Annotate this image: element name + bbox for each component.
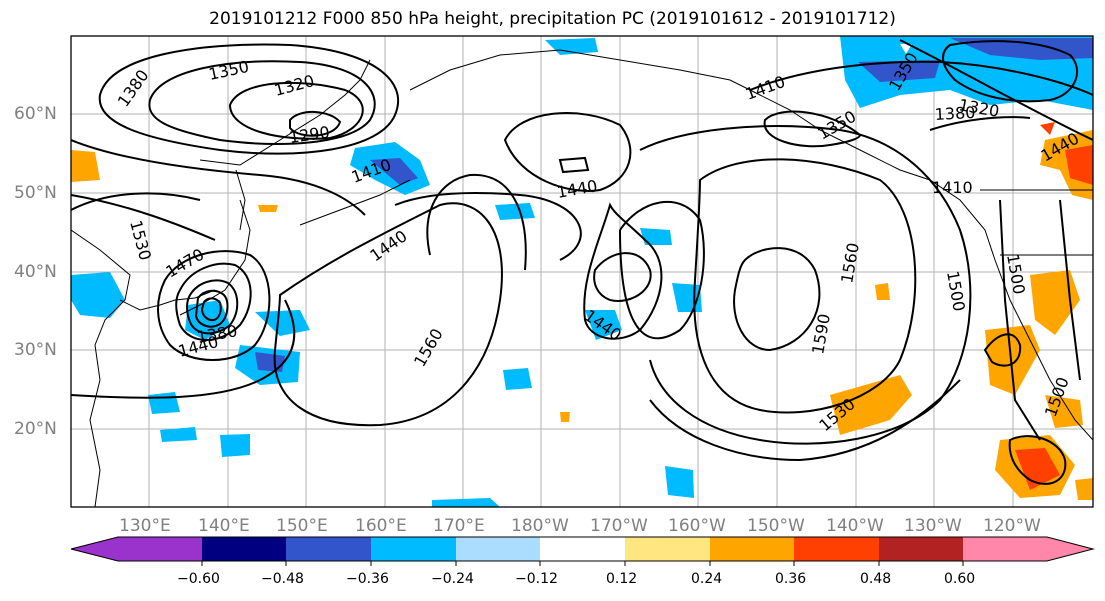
contour-label: 1380: [934, 103, 976, 124]
lon-label-160e: 160°E: [355, 516, 407, 536]
lon-label-150w: 150°W: [747, 516, 805, 536]
colorbar-extend-low: [71, 537, 118, 561]
colorbar-bin: [794, 537, 879, 561]
lat-label-20n: 20°N: [14, 419, 57, 439]
colorbar-tick-label: 0.48: [860, 571, 892, 587]
gridlines: [71, 36, 1093, 507]
colorbar-bin: [625, 537, 710, 561]
lat-label-30n: 30°N: [14, 340, 57, 360]
colorbar-bin: [371, 537, 456, 561]
contour-label: 1410: [932, 178, 973, 197]
colorbar-bin: [118, 537, 202, 561]
lon-label-140e: 140°E: [198, 516, 250, 536]
contour-label: 1320: [272, 71, 316, 100]
colorbar-tick-label: 0.24: [691, 571, 723, 587]
colorbar-bin: [202, 537, 286, 561]
colorbar-bin: [540, 537, 625, 561]
contour-label: 1560: [410, 325, 447, 370]
colorbar-bin: [710, 537, 794, 561]
height-contours: [71, 39, 1093, 485]
contour-label: 1440: [555, 176, 598, 202]
colorbar-bin: [963, 537, 1047, 561]
contour-label: 1590: [808, 312, 834, 355]
colorbar-extend-high: [1047, 537, 1093, 561]
colorbar-tick-label: −0.48: [261, 571, 304, 587]
lon-label-120w: 120°W: [983, 516, 1041, 536]
precip-shading: [71, 36, 1093, 507]
colorbar-bin: [879, 537, 963, 561]
colorbar-tick-label: −0.24: [431, 571, 474, 587]
colorbar-tick-label: 0.12: [606, 571, 638, 587]
lat-label-40n: 40°N: [14, 262, 57, 282]
colorbar-ticks: [201, 561, 964, 566]
lon-label-150e: 150°E: [276, 516, 328, 536]
colorbar-bin: [286, 537, 371, 561]
colorbar-tick-label: 0.36: [775, 571, 807, 587]
lon-label-130e: 130°E: [119, 516, 171, 536]
lon-label-170w: 170°W: [590, 516, 648, 536]
lon-label-130w: 130°W: [904, 516, 962, 536]
lon-label-180w: 180°W: [511, 516, 569, 536]
contour-label: 1500: [943, 269, 969, 312]
contour-label: 1470: [163, 245, 208, 282]
lat-label-50n: 50°N: [14, 183, 57, 203]
lat-label-60n: 60°N: [14, 104, 57, 124]
colorbar-tick-label: −0.12: [515, 571, 558, 587]
lon-label-160w: 160°W: [668, 516, 726, 536]
contour-label: 1380: [114, 66, 153, 110]
colorbar-outline: [70, 536, 1095, 562]
lon-label-170e: 170°E: [433, 516, 485, 536]
contour-label: 1410: [743, 72, 788, 104]
colorbar: [70, 536, 1095, 566]
contour-label: 1290: [288, 122, 331, 146]
contour-label: 1530: [126, 218, 155, 262]
lon-label-140w: 140°W: [826, 516, 884, 536]
colorbar-tick-label: −0.36: [346, 571, 389, 587]
contour-label: 1500: [1003, 252, 1029, 295]
map-frame: [70, 35, 1094, 508]
colorbar-tick-label: −0.60: [177, 571, 220, 587]
contour-label: 1350: [207, 57, 251, 84]
colorbar-bin: [456, 537, 540, 561]
colorbar-tick-label: 0.60: [944, 571, 976, 587]
map-title: 2019101212 F000 850 hPa height, precipit…: [209, 9, 896, 29]
contour-label: 1560: [837, 241, 863, 284]
